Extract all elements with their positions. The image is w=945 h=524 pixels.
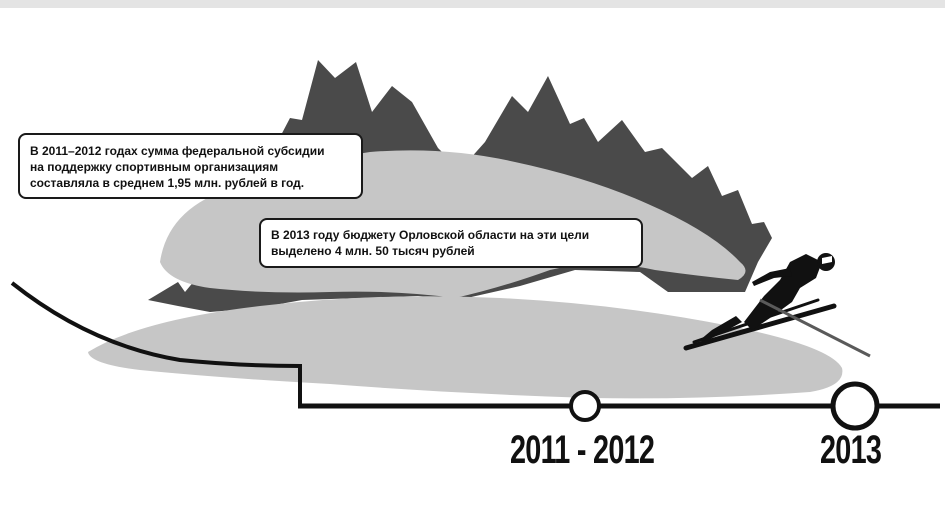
callout-subsidy-2011-2012: В 2011–2012 годах сумма федеральной субс… xyxy=(18,133,363,199)
period-label-2011-2012: 2011 - 2012 xyxy=(510,428,655,472)
top-strip xyxy=(0,0,945,8)
snow-field-lower xyxy=(88,296,843,399)
callout-text-line: В 2011–2012 годах сумма федеральной субс… xyxy=(30,144,325,158)
callout-text-line: на поддержку спортивным организациям xyxy=(30,160,279,174)
ski-jumper-icon xyxy=(683,253,871,358)
callout-text-line: В 2013 году бюджету Орловской области на… xyxy=(271,228,590,242)
callout-budget-2013: В 2013 году бюджету Орловской области на… xyxy=(259,218,643,268)
timeline-marker-2013 xyxy=(830,381,880,431)
period-label-2013: 2013 xyxy=(820,428,882,472)
callout-text-line: составляла в среднем 1,95 млн. рублей в … xyxy=(30,176,305,190)
ski-jump-ramp xyxy=(10,281,302,406)
callout-text-line: выделено 4 млн. 50 тысяч рублей xyxy=(271,244,475,258)
timeline-marker-2011-2012 xyxy=(569,390,601,422)
